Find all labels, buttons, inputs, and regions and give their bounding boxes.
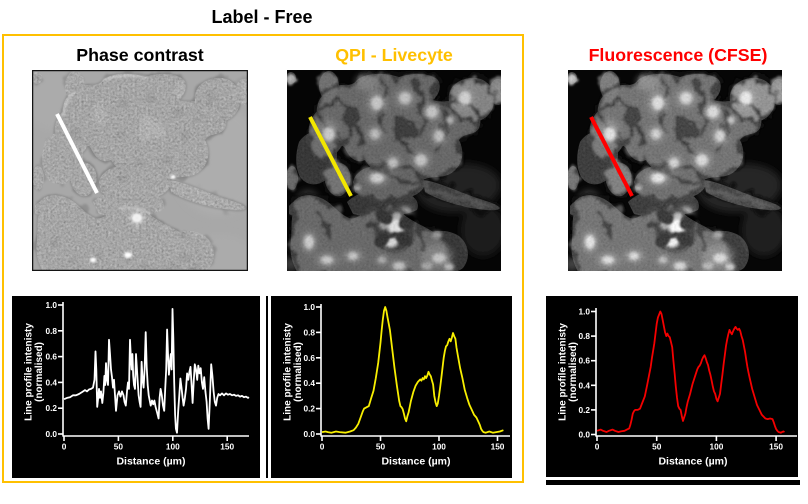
svg-text:0.8: 0.8	[303, 327, 315, 337]
svg-text:0.0: 0.0	[303, 429, 315, 439]
svg-text:Line profile intenisty: Line profile intenisty	[558, 323, 569, 421]
svg-text:0.0: 0.0	[578, 430, 590, 440]
svg-text:1.0: 1.0	[45, 300, 57, 310]
svg-text:(normalised): (normalised)	[34, 342, 45, 402]
svg-text:50: 50	[114, 442, 124, 452]
svg-text:0: 0	[320, 442, 325, 452]
svg-text:0.8: 0.8	[45, 326, 57, 336]
svg-text:50: 50	[376, 442, 386, 452]
svg-text:0: 0	[595, 442, 600, 452]
svg-text:(normalised): (normalised)	[293, 342, 304, 402]
svg-text:(normalised): (normalised)	[568, 342, 579, 402]
svg-text:50: 50	[652, 442, 662, 452]
svg-text:0.6: 0.6	[303, 353, 315, 363]
svg-text:0.2: 0.2	[578, 405, 590, 415]
svg-text:0.4: 0.4	[45, 377, 57, 387]
svg-text:100: 100	[166, 442, 180, 452]
svg-text:150: 150	[491, 442, 505, 452]
svg-text:0.0: 0.0	[45, 429, 57, 439]
svg-text:100: 100	[709, 442, 723, 452]
svg-text:Distance (µm): Distance (µm)	[658, 456, 727, 468]
svg-text:150: 150	[769, 442, 783, 452]
svg-text:0.8: 0.8	[578, 331, 590, 341]
svg-text:Distance (µm): Distance (µm)	[116, 456, 185, 468]
svg-text:150: 150	[220, 442, 234, 452]
svg-text:0.2: 0.2	[45, 403, 57, 413]
svg-text:Line profile intenisty: Line profile intenisty	[283, 323, 294, 421]
svg-text:0.4: 0.4	[303, 378, 315, 388]
svg-text:1.0: 1.0	[303, 302, 315, 312]
svg-text:0: 0	[62, 442, 67, 452]
svg-text:1.0: 1.0	[578, 307, 590, 317]
svg-text:Distance (µm): Distance (µm)	[381, 456, 450, 468]
svg-text:0.6: 0.6	[578, 356, 590, 366]
svg-text:100: 100	[432, 442, 446, 452]
svg-text:0.4: 0.4	[578, 380, 590, 390]
svg-text:0.6: 0.6	[45, 352, 57, 362]
svg-text:0.2: 0.2	[303, 404, 315, 414]
svg-text:Line profile intenisty: Line profile intenisty	[24, 323, 35, 421]
